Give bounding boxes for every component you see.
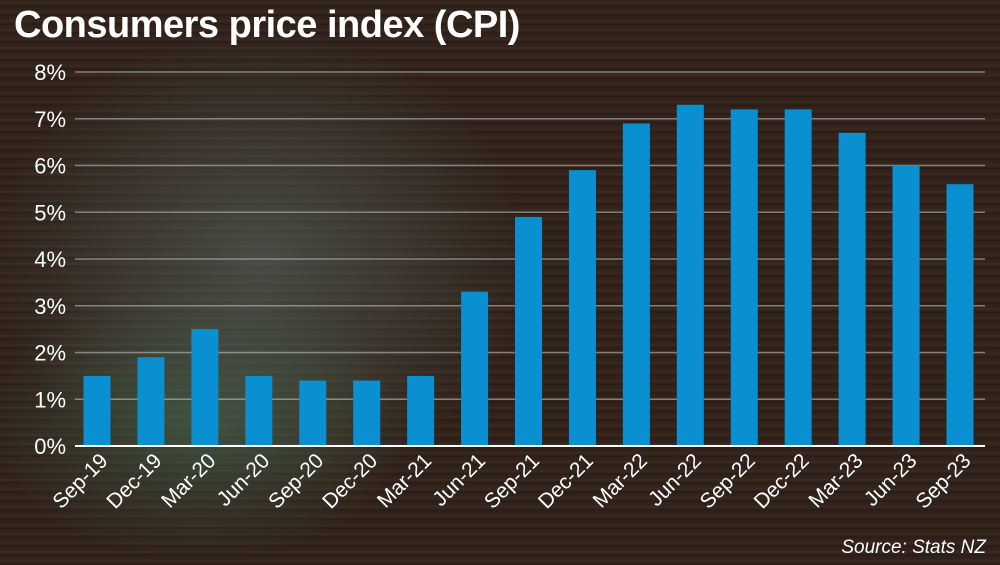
- x-tick-label: Dec-19: [102, 449, 166, 513]
- bar: [83, 375, 111, 446]
- source-note: Source: Stats NZ: [841, 537, 986, 558]
- bar: [622, 123, 650, 447]
- x-tick-label: Jun-23: [860, 449, 922, 511]
- y-tick-label: 8%: [34, 60, 66, 85]
- bar: [892, 165, 920, 446]
- bar: [191, 329, 219, 446]
- bar: [461, 291, 489, 446]
- x-tick-label: Mar-22: [589, 449, 652, 512]
- y-tick-label: 1%: [34, 387, 66, 412]
- x-tick-label: Sep-23: [911, 449, 975, 513]
- x-tick-label: Dec-21: [534, 449, 598, 513]
- x-tick-label: Mar-20: [157, 449, 220, 512]
- bar: [245, 375, 273, 446]
- bar: [137, 357, 165, 446]
- x-tick-label: Jun-20: [213, 449, 275, 511]
- bar: [515, 216, 542, 446]
- bar: [353, 380, 381, 446]
- x-tick-label: Sep-21: [480, 449, 544, 513]
- bar: [838, 132, 866, 446]
- y-tick-label: 7%: [34, 107, 66, 132]
- bar: [299, 380, 327, 446]
- x-tick-label: Dec-22: [750, 449, 814, 513]
- bar: [946, 184, 974, 446]
- y-tick-label: 6%: [34, 154, 66, 179]
- y-tick-label: 2%: [34, 341, 66, 366]
- x-tick-label: Mar-23: [804, 449, 867, 512]
- x-tick-label: Mar-21: [373, 449, 436, 512]
- x-tick-label: Sep-20: [264, 449, 328, 513]
- bar: [407, 375, 435, 446]
- y-tick-label: 0%: [34, 434, 66, 459]
- bar: [676, 104, 704, 446]
- y-tick-label: 4%: [34, 247, 66, 272]
- x-tick-label: Sep-22: [696, 449, 760, 513]
- bar: [568, 170, 596, 447]
- x-tick-label: Jun-22: [644, 449, 706, 511]
- bar: [784, 109, 812, 447]
- x-tick-label: Jun-21: [428, 449, 490, 511]
- x-tick-label: Dec-20: [318, 449, 382, 513]
- y-tick-label: 3%: [34, 294, 66, 319]
- y-tick-label: 5%: [34, 200, 66, 225]
- chart-title: Consumers price index (CPI): [14, 4, 520, 46]
- bar: [730, 109, 758, 447]
